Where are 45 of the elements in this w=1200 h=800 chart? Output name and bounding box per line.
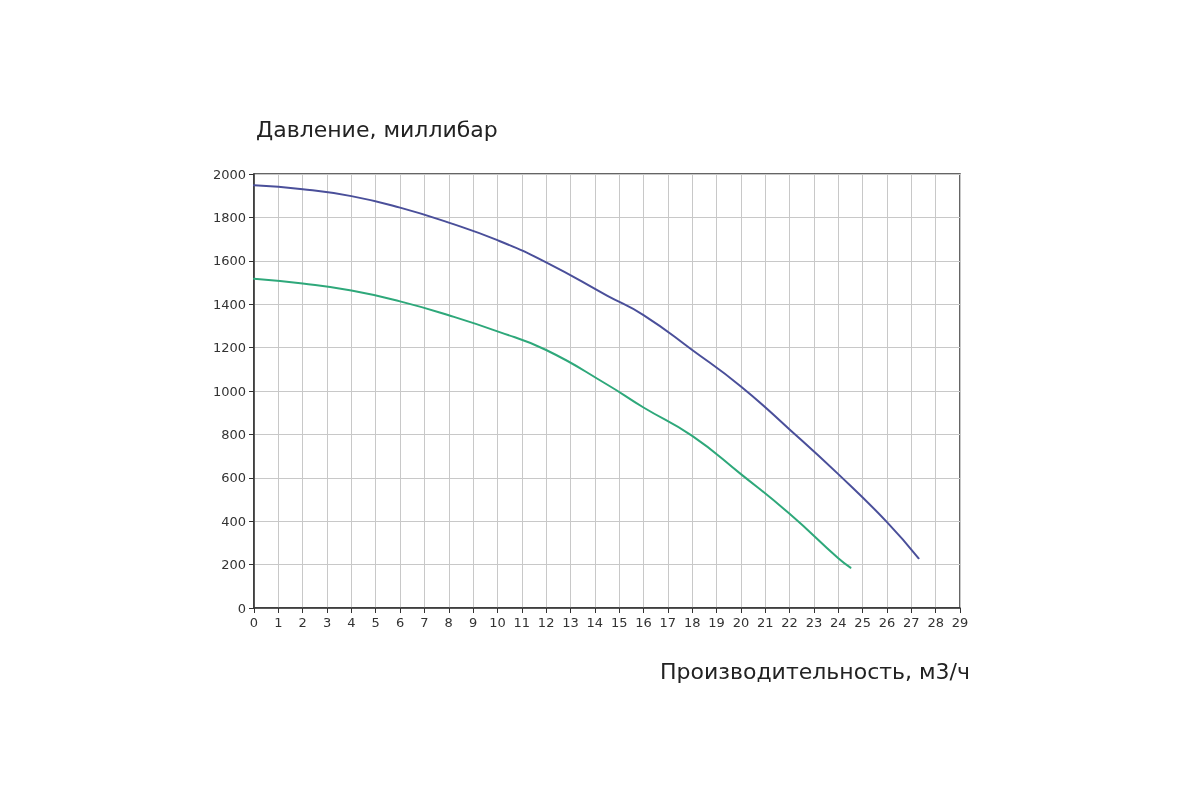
y-tick-label: 800 <box>221 426 246 442</box>
y-tick-label: 1600 <box>212 253 246 269</box>
y-tick-label: 1200 <box>212 340 246 356</box>
x-tick-label: 6 <box>395 615 405 630</box>
x-tick-label: 23 <box>805 615 823 630</box>
x-tick-label: 12 <box>537 615 555 630</box>
x-tick-label: 3 <box>322 615 332 630</box>
x-tick-label: 8 <box>444 615 453 630</box>
y-tick-label: 200 <box>221 557 246 573</box>
x-tick-label: 13 <box>562 615 579 630</box>
x-tick-label: 14 <box>586 615 604 630</box>
y-tick-label: 0 <box>237 600 246 616</box>
x-tick-label: 1 <box>274 615 283 630</box>
x-tick-label: 2 <box>298 615 307 630</box>
x-tick-label: 0 <box>249 615 259 630</box>
x-tick-label: 4 <box>347 615 356 630</box>
line-series <box>253 277 852 569</box>
x-tick-label: 11 <box>513 615 531 630</box>
x-tick-label: 26 <box>878 615 896 630</box>
x-tick-label: 20 <box>732 615 750 630</box>
y-tick-label: 600 <box>221 470 246 486</box>
x-tick-label: 29 <box>951 615 969 630</box>
x-tick-label: 19 <box>708 615 725 630</box>
x-tick-label: 17 <box>659 615 677 630</box>
x-tick-label: 28 <box>927 615 944 630</box>
x-tick-label: 10 <box>489 615 506 630</box>
line-series <box>253 184 920 560</box>
x-tick-label: 16 <box>635 615 652 630</box>
x-tick-label: 21 <box>756 615 774 630</box>
x-tick-label: 24 <box>830 615 847 630</box>
x-tick-label: 27 <box>903 615 920 630</box>
y-tick-label: 2000 <box>212 166 246 182</box>
x-tick-label: 18 <box>683 615 701 630</box>
x-tick-label: 15 <box>610 615 628 630</box>
x-tick-label: 5 <box>371 615 380 630</box>
y-tick-label: 1400 <box>212 296 246 312</box>
y-tick-label: 1000 <box>212 383 246 399</box>
x-axis-title: Производительность, м3/ч <box>660 658 971 684</box>
x-tick-label: 22 <box>781 615 798 630</box>
x-tick-label: 25 <box>854 615 871 630</box>
x-tick-label: 9 <box>468 615 478 630</box>
y-tick-label: 400 <box>221 513 246 529</box>
y-axis-title: Давление, миллибар <box>256 116 498 142</box>
x-tick-label: 7 <box>420 615 429 630</box>
y-tick-label: 1800 <box>212 209 246 225</box>
